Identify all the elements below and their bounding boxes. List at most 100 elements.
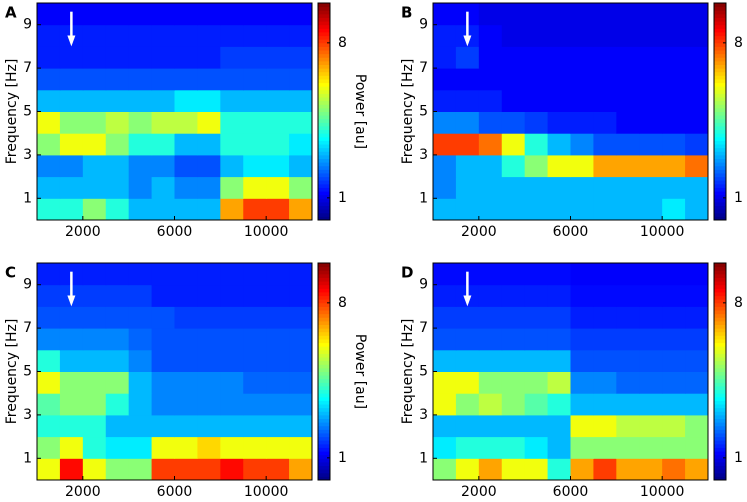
heatmap-cell (501, 3, 526, 26)
heatmap-cell (433, 46, 457, 69)
heatmap-cell (128, 24, 153, 47)
colorbar-segment (318, 469, 330, 474)
colorbar-segment (714, 353, 726, 358)
heatmap-cell (616, 284, 640, 307)
colorbar-segment (318, 53, 330, 58)
heatmap-cell (547, 349, 571, 372)
heatmap-cell (59, 198, 84, 220)
heatmap-cell (570, 284, 594, 307)
colorbar-segment (714, 306, 726, 311)
heatmap-cell (105, 414, 130, 438)
heatmap-cell (82, 393, 107, 416)
y-tick-label: 7 (419, 60, 428, 76)
heatmap-cell (243, 176, 267, 199)
colorbar-segment (318, 125, 330, 131)
colorbar-segment (318, 35, 330, 40)
heatmap-cell (478, 263, 503, 286)
colorbar-segment (318, 270, 330, 275)
colorbar-segment (318, 440, 330, 445)
colorbar-segment (318, 86, 330, 91)
colorbar-segment (318, 165, 330, 170)
heatmap-cell (151, 393, 175, 416)
colorbar-segment (714, 313, 726, 318)
colorbar-segment (318, 28, 330, 33)
heatmap-cell (547, 133, 571, 156)
arrow-head (67, 35, 76, 47)
heatmap-cell (220, 24, 244, 47)
colorbar-segment (318, 162, 330, 167)
heatmap-cell (289, 68, 312, 91)
heatmap-cell (82, 414, 107, 438)
y-tick-label: 1 (23, 450, 32, 466)
heatmap-cell (616, 176, 640, 199)
heatmap-cell (455, 89, 480, 112)
y-tick-label: 5 (419, 104, 428, 120)
heatmap-cell (128, 111, 153, 134)
heatmap-cell (289, 349, 312, 372)
colorbar-segment (318, 349, 330, 354)
colorbar-segment (714, 324, 726, 329)
colorbar-segment (318, 176, 330, 181)
colorbar-segment (714, 165, 726, 170)
colorbar-segment (318, 273, 330, 278)
colorbar-segment (318, 82, 330, 87)
colorbar-segment (714, 461, 726, 467)
heatmap-cell (616, 198, 640, 220)
heatmap-cell (662, 3, 686, 26)
colorbar-segment (714, 407, 726, 412)
heatmap-cell (478, 414, 503, 438)
colorbar-segment (318, 451, 330, 456)
y-tick-label: 5 (23, 104, 32, 120)
heatmap-cell (478, 306, 503, 329)
heatmap-cell (197, 24, 221, 47)
colorbar-segment (714, 6, 726, 11)
colorbar-segment (714, 13, 726, 18)
heatmap-cell (524, 458, 549, 480)
heatmap-cell (105, 176, 130, 199)
heatmap-cell (220, 306, 244, 329)
heatmap-cell (685, 176, 708, 199)
heatmap-cell (547, 111, 571, 134)
heatmap-cell (151, 328, 175, 351)
colorbar-segment (318, 346, 330, 351)
heatmap-cell (501, 111, 526, 134)
heatmap-cell (662, 328, 686, 351)
heatmap-cell (662, 154, 686, 178)
heatmap-cell (37, 393, 61, 416)
colorbar-segment (318, 13, 330, 18)
colorbar-segment (714, 191, 726, 196)
heatmap-cell (197, 306, 221, 329)
heatmap-cell (685, 24, 708, 47)
heatmap-cell (266, 306, 290, 329)
colorbar-segment (714, 97, 726, 102)
colorbar-segment (714, 432, 726, 438)
colorbar-segment (714, 115, 726, 120)
heatmap-cell (37, 176, 61, 199)
heatmap-cell (501, 46, 526, 69)
colorbar-segment (714, 295, 726, 300)
colorbar-segment (318, 194, 330, 199)
heatmap-cell (455, 349, 480, 372)
colorbar-segment (714, 382, 726, 387)
heatmap-cell (478, 436, 503, 459)
colorbar-segment (714, 302, 726, 307)
heatmap-cell (685, 89, 708, 112)
colorbar-tick-label: 1 (338, 450, 347, 466)
heatmap-cell (433, 24, 457, 47)
heatmap-cell (289, 111, 312, 134)
heatmap-cell (174, 89, 198, 112)
colorbar-segment (318, 209, 330, 214)
heatmap-cell (174, 306, 198, 329)
colorbar-segment (714, 118, 726, 123)
heatmap-cell (266, 284, 290, 307)
heatmap-cell (501, 263, 526, 286)
colorbar-segment (714, 389, 726, 394)
heatmap-cell (174, 263, 198, 286)
colorbar-segment (714, 396, 726, 401)
heatmap-cell (639, 46, 663, 69)
colorbar-segment (714, 378, 726, 383)
heatmap-cell (455, 154, 480, 178)
heatmap-cell (478, 46, 503, 69)
heatmap-cell (570, 46, 594, 69)
heatmap-cell (220, 133, 244, 156)
